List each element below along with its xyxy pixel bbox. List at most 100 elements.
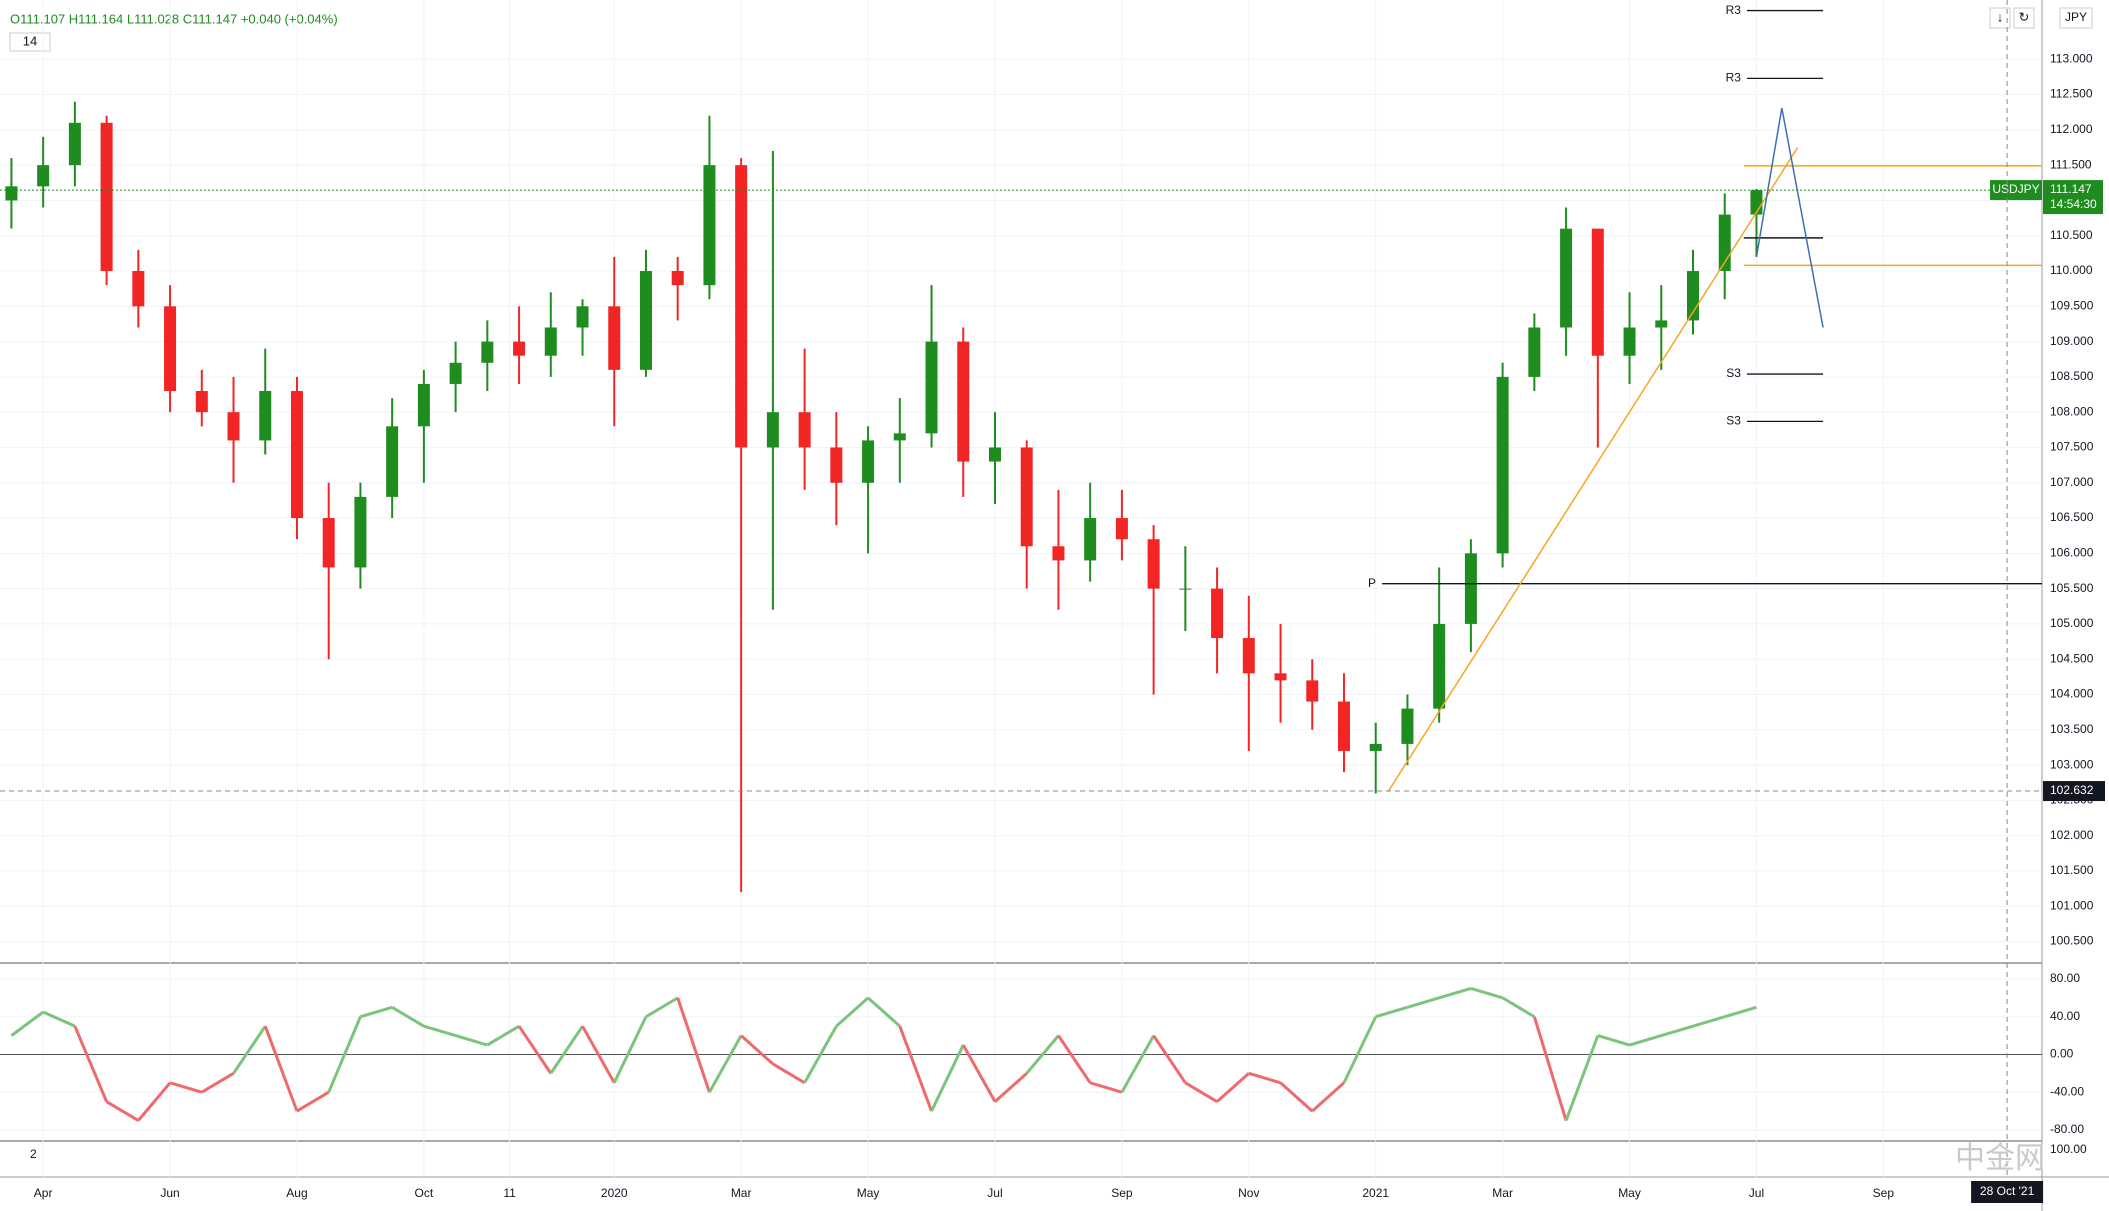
- oscillator-segment: [803, 1025, 838, 1084]
- candle-body: [290, 391, 303, 519]
- oscillator-segment: [1311, 1081, 1345, 1113]
- indicator-length: 14: [23, 33, 37, 48]
- candle-body: [608, 306, 621, 370]
- download-button[interactable]: [1989, 7, 2011, 29]
- download-icon: ↓: [1997, 9, 2004, 24]
- crosshair-date-label: 28 Oct '21: [1980, 1184, 2035, 1198]
- x-tick-label: Sep: [1873, 1186, 1895, 1200]
- y-tick-label: 101.000: [2050, 898, 2094, 912]
- y-tick-label: 110.500: [2050, 228, 2093, 242]
- candle-body: [703, 165, 716, 286]
- currency-box[interactable]: [2059, 7, 2093, 29]
- oscillator-segment: [1057, 1034, 1092, 1084]
- candle-body: [1084, 518, 1097, 561]
- y-tick-label: 100.500: [2050, 934, 2094, 948]
- x-tick-label: Jun: [160, 1186, 179, 1200]
- last-price-label: 111.147: [2050, 182, 2092, 196]
- oscillator-segment: [1597, 1034, 1630, 1047]
- oscillator-segment: [1532, 1016, 1568, 1121]
- candle-body: [925, 341, 938, 434]
- y-tick-label: 103.500: [2050, 722, 2094, 736]
- candle-body: [862, 440, 875, 483]
- crosshair-price-badge: [2043, 781, 2105, 802]
- osc-tick-label: 40.00: [2050, 1009, 2080, 1023]
- candle-body: [1401, 708, 1414, 744]
- oscillator-segment: [772, 1062, 806, 1085]
- candle-body: [1496, 376, 1509, 554]
- candle-body: [164, 306, 177, 392]
- y-tick-label: 107.500: [2050, 440, 2094, 454]
- oscillator-segment: [1216, 1072, 1250, 1103]
- candle-body: [1591, 228, 1604, 356]
- candle-body: [988, 447, 1001, 462]
- candle-body: [195, 391, 208, 413]
- y-tick-label: 103.000: [2050, 757, 2094, 771]
- oscillator-segment: [486, 1024, 520, 1047]
- candle-body: [1750, 190, 1763, 215]
- y-tick-label: 113.000: [2050, 51, 2093, 65]
- candle-body: [386, 426, 399, 497]
- candle-body: [132, 271, 145, 307]
- y-tick-label: 109.500: [2050, 298, 2094, 312]
- oscillator-segment: [612, 1016, 648, 1084]
- candle-body: [830, 447, 843, 483]
- oscillator-segment: [1660, 1024, 1694, 1038]
- oscillator-segment: [1407, 996, 1440, 1009]
- candle-body: [1369, 743, 1382, 751]
- candle-body: [259, 391, 272, 441]
- candle-body: [671, 271, 684, 286]
- candle-body: [68, 122, 81, 166]
- oscillator-segment: [708, 1034, 743, 1093]
- candle-body: [417, 383, 430, 427]
- candle-body: [1306, 680, 1319, 702]
- y-tick-label: 111.500: [2050, 157, 2092, 171]
- candle-body: [544, 327, 557, 356]
- oscillator-segment: [517, 1025, 553, 1075]
- pivot-label: R3: [1726, 3, 1742, 17]
- oscillator-segment: [1564, 1035, 1600, 1122]
- y-tick-label: 101.500: [2050, 863, 2094, 877]
- oscillator-segment: [1692, 1015, 1726, 1028]
- x-tick-label: Apr: [34, 1186, 53, 1200]
- osc-tick-label: -80.00: [2050, 1122, 2084, 1136]
- candle-body: [957, 341, 970, 462]
- x-tick-label: May: [1618, 1186, 1641, 1200]
- oscillator-segment: [961, 1044, 997, 1103]
- refresh-button[interactable]: [2013, 7, 2035, 29]
- pivot-label: S3: [1726, 414, 1741, 428]
- oscillator-segment: [1025, 1034, 1060, 1075]
- x-tick-label: May: [857, 1186, 880, 1200]
- price-badge: [2043, 180, 2103, 215]
- oscillator-segment: [455, 1034, 488, 1047]
- x-tick-label: Mar: [731, 1186, 752, 1200]
- candle-body: [1179, 588, 1192, 590]
- candle-body: [1020, 447, 1033, 547]
- oscillator-segment: [1724, 1005, 1757, 1019]
- pivot-label: P: [1368, 576, 1376, 590]
- oscillator-segment: [73, 1025, 108, 1103]
- candle-body: [5, 186, 18, 201]
- candle-body: [354, 496, 367, 568]
- oscillator-segment: [1120, 1034, 1155, 1093]
- oscillator-segment: [1470, 986, 1504, 1000]
- oscillator-segment: [423, 1024, 457, 1038]
- oscillator-segment: [296, 1090, 330, 1113]
- indicator-box[interactable]: [9, 32, 51, 52]
- y-tick-label: 109.000: [2050, 334, 2094, 348]
- oscillator-segment: [1342, 1016, 1378, 1084]
- pivot-label: R3: [1726, 71, 1742, 85]
- candle-body: [1433, 623, 1446, 709]
- oscillator-segment: [740, 1034, 774, 1066]
- candle-body: [735, 165, 748, 448]
- x-tick-label: Mar: [1492, 1186, 1513, 1200]
- x-tick-label: Nov: [1238, 1186, 1259, 1200]
- y-tick-label: 105.500: [2050, 581, 2094, 595]
- projection-arrow: [1755, 107, 1824, 328]
- x-tick-label: Aug: [286, 1186, 307, 1200]
- y-tick-label: 106.000: [2050, 546, 2094, 560]
- y-tick-label: 102.000: [2050, 828, 2094, 842]
- candle-body: [1655, 320, 1668, 328]
- candle-body: [37, 165, 50, 187]
